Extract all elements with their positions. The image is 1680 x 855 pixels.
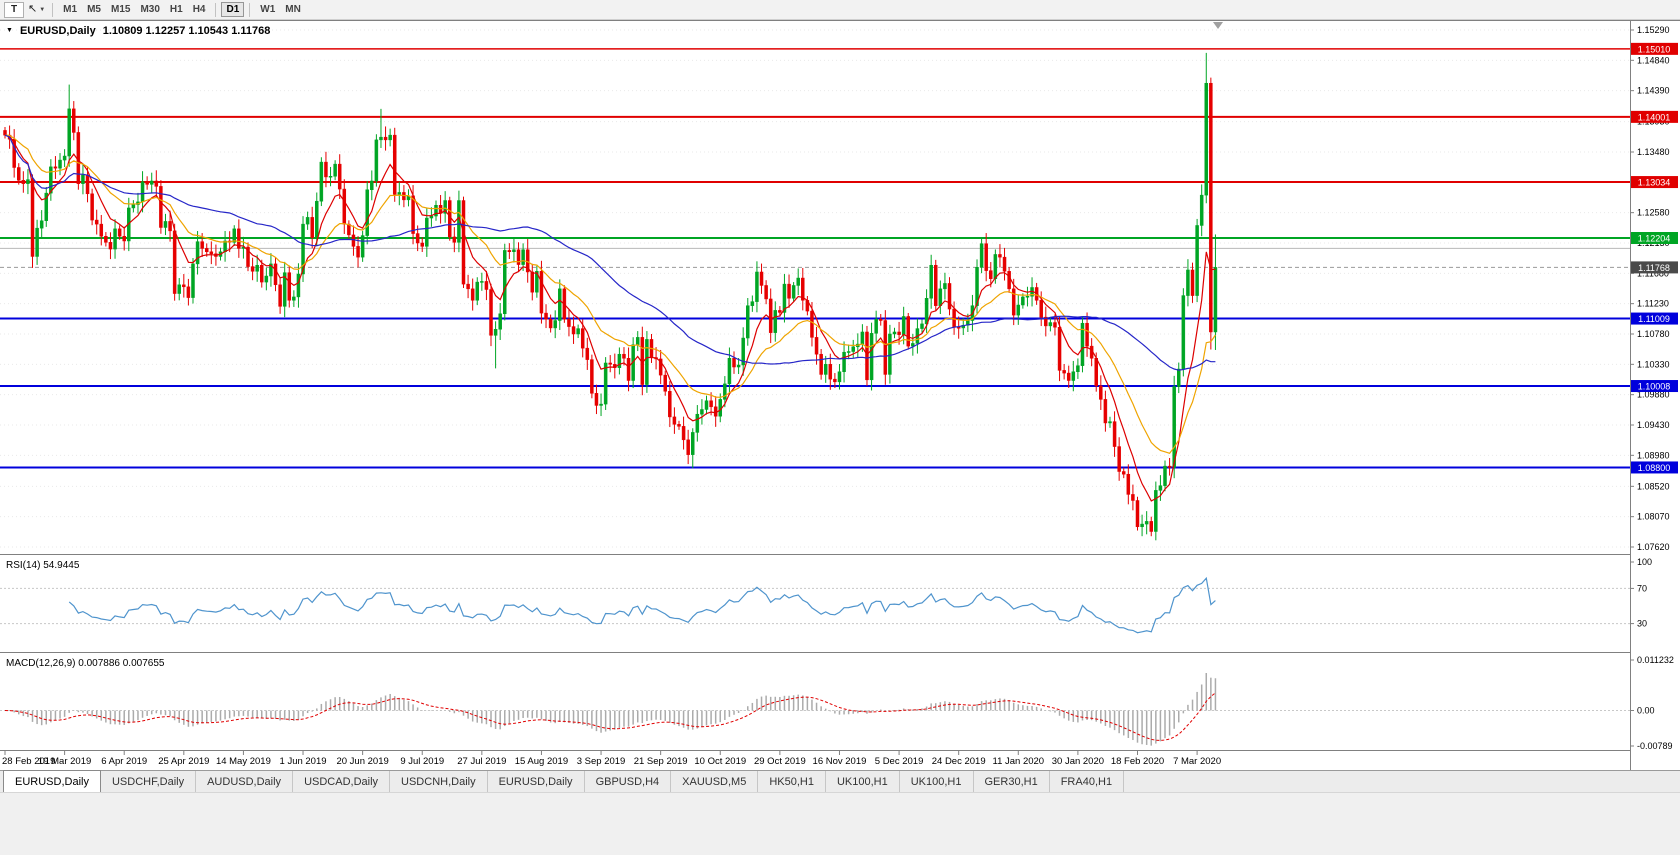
- timeframe-button-m30[interactable]: M30: [140, 4, 160, 15]
- svg-text:27 Jul 2019: 27 Jul 2019: [457, 756, 506, 767]
- symbol-tab-1-usdchf-daily[interactable]: USDCHF,Daily: [101, 771, 197, 792]
- timeframe-button-m1[interactable]: M1: [63, 4, 78, 15]
- svg-text:1.09430: 1.09430: [1637, 420, 1670, 430]
- rsi-line: [68, 576, 1216, 634]
- timeframe-button-h1[interactable]: H1: [169, 4, 183, 15]
- symbol-tab-0-eurusd-daily[interactable]: EURUSD,Daily: [3, 770, 101, 792]
- svg-text:1 Jun 2019: 1 Jun 2019: [280, 756, 327, 767]
- timeframe-button-m5[interactable]: M5: [87, 4, 101, 15]
- timeframe-button-d1[interactable]: D1: [221, 2, 245, 17]
- toolbar: T ↖ ▼ M1 M5 M15 M30 H1 H4 D1 W1 MN: [0, 0, 1680, 20]
- svg-text:1.14001: 1.14001: [1638, 112, 1671, 122]
- svg-text:1.08070: 1.08070: [1637, 512, 1670, 522]
- svg-text:6 Apr 2019: 6 Apr 2019: [101, 756, 147, 767]
- symbol-tab-7-xauusd-m5[interactable]: XAUUSD,M5: [671, 771, 759, 792]
- toolbar-separator: [215, 2, 217, 17]
- svg-text:15 Aug 2019: 15 Aug 2019: [515, 756, 568, 767]
- timeframe-group: M1 M5 M15 M30 H1 H4 D1 W1 MN: [58, 2, 306, 17]
- svg-text:1.10780: 1.10780: [1637, 329, 1670, 339]
- horizontal-lines[interactable]: [0, 48, 1630, 469]
- svg-text:14 May 2019: 14 May 2019: [216, 756, 271, 767]
- svg-text:30: 30: [1637, 619, 1647, 629]
- window-bottom-area: [0, 792, 1680, 855]
- symbol-tab-11-ger30-h1[interactable]: GER30,H1: [974, 771, 1050, 792]
- svg-text:11 Jan 2020: 11 Jan 2020: [992, 756, 1044, 767]
- svg-text:30 Jan 2020: 30 Jan 2020: [1052, 756, 1104, 767]
- symbol-tab-8-hk50-h1[interactable]: HK50,H1: [758, 771, 826, 792]
- svg-text:1.14840: 1.14840: [1637, 55, 1670, 65]
- svg-text:1.12580: 1.12580: [1637, 208, 1670, 218]
- svg-text:1.11768: 1.11768: [1638, 263, 1670, 273]
- svg-text:1.15010: 1.15010: [1638, 44, 1671, 54]
- svg-text:25 Apr 2019: 25 Apr 2019: [158, 756, 209, 767]
- symbol-tab-6-gbpusd-h4[interactable]: GBPUSD,H4: [585, 771, 672, 792]
- timeframe-button-h4[interactable]: H4: [192, 4, 206, 15]
- svg-text:1.10330: 1.10330: [1637, 359, 1670, 369]
- svg-text:1.08520: 1.08520: [1637, 481, 1670, 491]
- svg-text:1.09880: 1.09880: [1637, 390, 1670, 400]
- ema-8-line: [4, 134, 1216, 502]
- svg-text:5 Dec 2019: 5 Dec 2019: [875, 756, 924, 767]
- symbol-tab-3-usdcad-daily[interactable]: USDCAD,Daily: [293, 771, 391, 792]
- svg-text:-0.00789: -0.00789: [1637, 741, 1673, 751]
- macd-panel: [0, 673, 1630, 746]
- macd-signal-line: [4, 692, 1216, 741]
- candles: [3, 52, 1218, 541]
- toolbar-separator: [249, 2, 251, 17]
- symbol-tab-10-uk100-h1[interactable]: UK100,H1: [900, 771, 974, 792]
- svg-text:1.12204: 1.12204: [1638, 234, 1671, 244]
- svg-text:9 Jul 2019: 9 Jul 2019: [400, 756, 444, 767]
- svg-text:1.14390: 1.14390: [1637, 86, 1670, 96]
- svg-text:3 Sep 2019: 3 Sep 2019: [577, 756, 626, 767]
- svg-text:1.13480: 1.13480: [1637, 147, 1670, 157]
- panel-borders: [0, 20, 1680, 751]
- timeframe-button-w1[interactable]: W1: [260, 4, 276, 15]
- timeframe-button-m15[interactable]: M15: [110, 4, 131, 15]
- svg-text:0.011232: 0.011232: [1637, 655, 1674, 665]
- cursor-tool-button[interactable]: ↖ ▼: [26, 2, 47, 18]
- ema-21-line: [4, 134, 1216, 455]
- svg-text:1.08800: 1.08800: [1638, 463, 1671, 473]
- symbol-tab-9-uk100-h1[interactable]: UK100,H1: [826, 771, 900, 792]
- svg-text:20 Jun 2019: 20 Jun 2019: [336, 756, 388, 767]
- rsi-panel: [0, 576, 1630, 634]
- symbol-tab-bar: EURUSD,Daily USDCHF,Daily AUDUSD,Daily USDC…: [0, 770, 1680, 792]
- svg-text:18 Feb 2020: 18 Feb 2020: [1111, 756, 1164, 767]
- svg-text:16 Nov 2019: 16 Nov 2019: [813, 756, 867, 767]
- svg-text:7 Mar 2020: 7 Mar 2020: [1173, 756, 1221, 767]
- svg-text:1.07620: 1.07620: [1637, 542, 1670, 552]
- symbol-tab-5-eurusd-daily[interactable]: EURUSD,Daily: [488, 771, 585, 792]
- sma-50-line: [4, 134, 1216, 371]
- symbol-tab-12-fra40-h1[interactable]: FRA40,H1: [1050, 771, 1125, 792]
- svg-text:28 Feb 2019: 28 Feb 2019: [2, 756, 55, 767]
- svg-text:1.10008: 1.10008: [1638, 382, 1671, 392]
- svg-text:1.15290: 1.15290: [1637, 25, 1670, 35]
- svg-text:1.08980: 1.08980: [1637, 450, 1670, 460]
- timeframe-button-mn[interactable]: MN: [285, 4, 301, 15]
- moving-averages: [4, 134, 1216, 502]
- svg-text:1.11009: 1.11009: [1638, 314, 1670, 324]
- svg-text:24 Dec 2019: 24 Dec 2019: [932, 756, 986, 767]
- svg-text:29 Oct 2019: 29 Oct 2019: [754, 756, 806, 767]
- dropdown-caret-icon: ▼: [39, 6, 46, 13]
- svg-text:1.11230: 1.11230: [1637, 299, 1669, 309]
- svg-text:21 Sep 2019: 21 Sep 2019: [634, 756, 688, 767]
- price-axis[interactable]: 1.152901.148401.143901.139301.134801.130…: [1630, 20, 1680, 770]
- svg-text:100: 100: [1637, 557, 1652, 567]
- cursor-icon: ↖: [28, 3, 38, 15]
- svg-text:70: 70: [1637, 583, 1647, 593]
- symbol-tab-4-usdcnh-daily[interactable]: USDCNH,Daily: [390, 771, 488, 792]
- text-tool-button[interactable]: T: [4, 1, 24, 18]
- svg-text:19 Mar 2019: 19 Mar 2019: [38, 756, 91, 767]
- chart-shift-marker[interactable]: [1213, 22, 1223, 29]
- svg-text:10 Oct 2019: 10 Oct 2019: [694, 756, 746, 767]
- chart-panel[interactable]: 28 Feb 2019 19 Mar 2019 6 Apr 2019 25 Apr 2…: [0, 20, 1680, 770]
- svg-text:1.13034: 1.13034: [1638, 178, 1671, 188]
- toolbar-separator: [52, 2, 54, 17]
- svg-text:0.00: 0.00: [1637, 706, 1655, 716]
- symbol-tab-2-audusd-daily[interactable]: AUDUSD,Daily: [196, 771, 294, 792]
